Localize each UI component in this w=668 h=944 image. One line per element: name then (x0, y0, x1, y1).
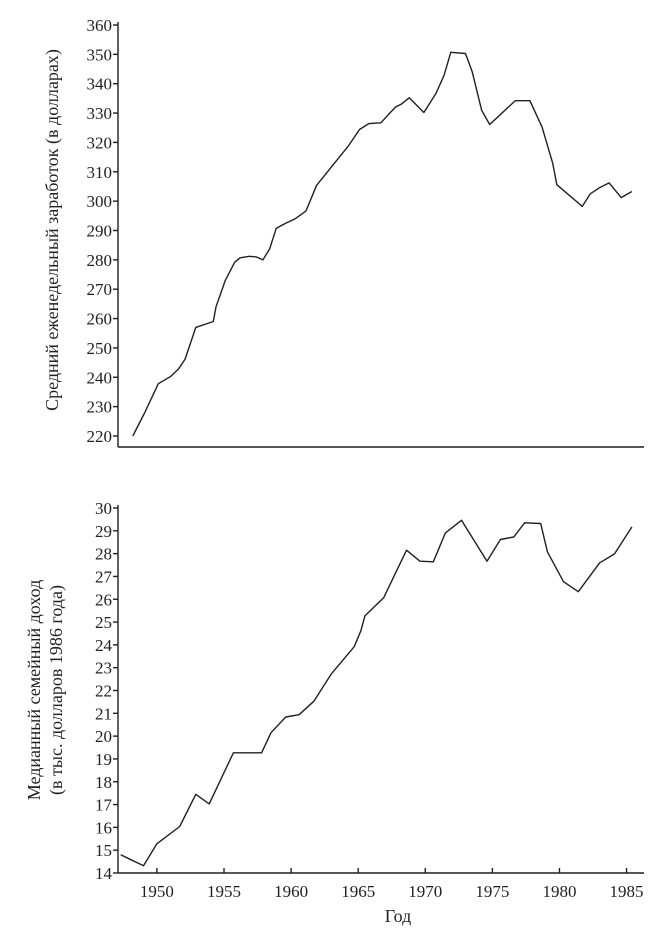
earnings-y-tick-label: 230 (87, 398, 113, 417)
earnings-y-tick-label: 290 (87, 222, 113, 241)
income-y-tick-label: 29 (95, 522, 112, 541)
earnings-y-tick-label: 280 (87, 251, 113, 270)
earnings-y-tick-label: 310 (87, 163, 113, 182)
earnings-y-tick-label: 350 (87, 45, 113, 64)
income-y-tick-label: 25 (95, 613, 112, 632)
income-y-tick-label: 28 (95, 545, 112, 564)
income-y-axis-title-line1: Медианный семейный доход (24, 580, 44, 801)
earnings-series-line (132, 51, 633, 437)
income-y-tick-label: 15 (95, 841, 112, 860)
earnings-y-tick-label: 300 (87, 192, 113, 211)
earnings-y-tick-label: 330 (87, 104, 113, 123)
income-x-tick-label: 1985 (610, 882, 644, 901)
income-x-tick-label: 1955 (207, 882, 241, 901)
income-y-axis-title-line2: (в тыс. долларов 1986 года) (46, 585, 67, 795)
income-y-tick-label: 26 (95, 590, 112, 609)
income-panel: Медианный семейный доход (в тыс. долларо… (24, 499, 644, 926)
income-x-tick-label: 1970 (408, 882, 442, 901)
earnings-y-tick-label: 320 (87, 133, 113, 152)
earnings-y-tick-label: 340 (87, 75, 113, 94)
income-x-tick-label: 1965 (341, 882, 375, 901)
income-y-tick-label: 23 (95, 659, 112, 678)
income-x-tick-label: 1960 (274, 882, 308, 901)
earnings-y-axis-title: Средний еженедельный заработок (в доллар… (42, 49, 63, 411)
income-y-tick-label: 17 (95, 796, 113, 815)
earnings-y-tick-label: 220 (87, 427, 113, 446)
income-x-axis-title: Год (385, 906, 411, 926)
income-y-tick-label: 19 (95, 750, 112, 769)
earnings-y-tick-label: 250 (87, 339, 113, 358)
income-x-tick-label: 1950 (140, 882, 174, 901)
earnings-y-tick-label: 360 (87, 16, 113, 35)
income-x-tick-label: 1980 (542, 882, 576, 901)
income-y-tick-label: 18 (95, 773, 112, 792)
earnings-y-tick-label: 240 (87, 368, 113, 387)
income-y-tick-label: 14 (95, 864, 113, 883)
income-y-tick-label: 16 (95, 818, 112, 837)
income-y-tick-label: 22 (95, 682, 112, 701)
income-y-tick-label: 27 (95, 567, 113, 586)
income-y-tick-label: 24 (95, 636, 113, 655)
income-y-tick-label: 20 (95, 727, 112, 746)
earnings-y-tick-label: 270 (87, 280, 113, 299)
income-series-line (120, 519, 633, 867)
earnings-panel: Средний еженедельный заработок (в доллар… (42, 16, 644, 448)
earnings-y-tick-label: 260 (87, 310, 113, 329)
income-y-tick-label: 30 (95, 499, 112, 518)
income-x-tick-label: 1975 (475, 882, 509, 901)
income-y-tick-label: 21 (95, 704, 112, 723)
